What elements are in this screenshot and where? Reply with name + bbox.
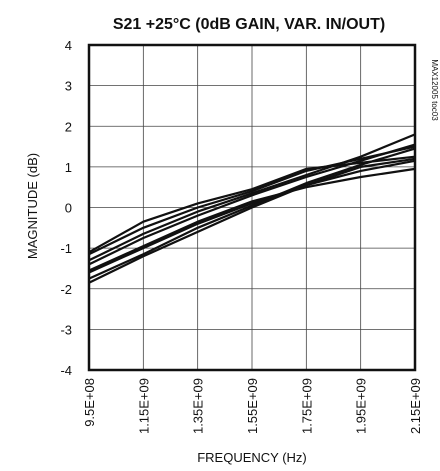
x-tick-labels: 9.5E+08 1.15E+09 1.35E+09 1.55E+09 1.75E+09 1… [82, 378, 423, 434]
x-tick-label: 1.55E+09 [245, 378, 260, 434]
series-line-6 [88, 133, 416, 262]
y-tick-labels: -4 -3 -2 -1 0 1 2 3 4 [60, 38, 72, 378]
y-tick-label: -1 [60, 241, 72, 256]
x-tick-label: 9.5E+08 [82, 378, 97, 427]
plot-frame [87, 43, 417, 372]
x-axis-label: FREQUENCY (Hz) [197, 450, 307, 465]
series-line-5 [88, 143, 416, 266]
y-tick-label: 2 [65, 119, 72, 134]
x-tick-label: 1.35E+09 [191, 378, 206, 434]
x-tick-label: 1.95E+09 [354, 378, 369, 434]
y-tick-label: 4 [65, 38, 72, 53]
x-tick-label: 1.75E+09 [299, 378, 314, 434]
y-tick-label: -3 [60, 322, 72, 337]
x-tick-label: 2.15E+09 [408, 378, 423, 434]
series-group [88, 133, 416, 284]
y-tick-label: 0 [65, 201, 72, 216]
series-line-1 [88, 157, 416, 284]
series-line-7 [88, 145, 416, 256]
chart-title: S21 +25°C (0dB GAIN, VAR. IN/OUT) [113, 16, 385, 33]
y-tick-label: -4 [60, 363, 72, 378]
figure-code: MAX12005 toc03 [430, 59, 439, 121]
y-axis-label: MAGNITUDE (dB) [25, 153, 40, 259]
y-tick-label: 1 [65, 160, 72, 175]
y-tick-label: -2 [60, 282, 72, 297]
x-tick-label: 1.15E+09 [136, 378, 151, 434]
y-tick-label: 3 [65, 79, 72, 94]
series-line-2 [88, 147, 416, 280]
series-line-3 [88, 159, 416, 274]
series-line-4 [88, 167, 416, 272]
series-line-8 [88, 155, 416, 254]
